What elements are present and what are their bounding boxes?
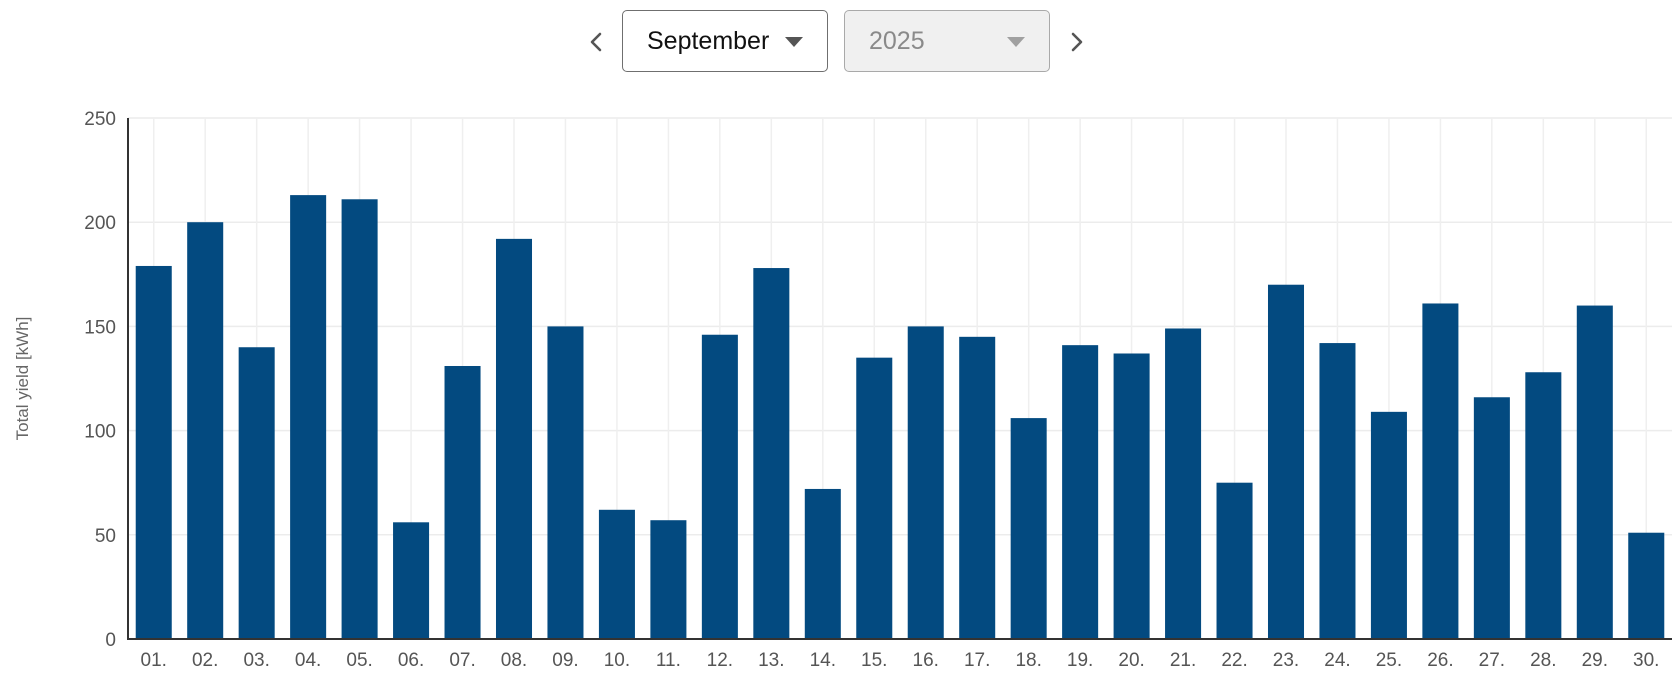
x-tick-label: 21. [1170, 650, 1196, 671]
x-tick-label: 06. [398, 650, 424, 671]
bar-day-23[interactable] [1267, 284, 1305, 639]
x-tick-label: 20. [1118, 650, 1144, 671]
bar-day-29[interactable] [1576, 305, 1613, 639]
y-tick-label: 250 [84, 109, 116, 130]
bar-day-15[interactable] [856, 357, 893, 639]
y-tick-label: 150 [84, 317, 116, 338]
bar-day-19[interactable] [1062, 345, 1099, 639]
x-tick-label: 04. [295, 650, 321, 671]
x-tick-label: 26. [1427, 650, 1453, 671]
x-tick-label: 10. [604, 650, 630, 671]
bar-day-11[interactable] [650, 520, 687, 639]
x-tick-label: 19. [1067, 650, 1093, 671]
month-select[interactable]: September [622, 10, 828, 72]
bar-day-13[interactable] [753, 268, 790, 639]
y-tick-label: 100 [84, 422, 116, 443]
bar-day-24[interactable] [1319, 343, 1356, 639]
x-tick-label: 13. [758, 650, 784, 671]
year-select: 2025 [844, 10, 1050, 72]
x-tick-label: 02. [192, 650, 218, 671]
chevron-down-icon [1007, 37, 1025, 47]
bar-day-17[interactable] [959, 336, 996, 639]
bar-day-03[interactable] [238, 347, 275, 639]
bar-day-02[interactable] [187, 222, 224, 639]
bar-day-21[interactable] [1165, 328, 1202, 639]
x-tick-label: 12. [707, 650, 733, 671]
x-tick-label: 16. [913, 650, 939, 671]
bar-day-18[interactable] [1010, 418, 1047, 639]
x-tick-label: 08. [501, 650, 527, 671]
bar-day-22[interactable] [1216, 482, 1253, 639]
x-tick-label: 15. [861, 650, 887, 671]
bar-day-27[interactable] [1473, 397, 1510, 639]
y-tick-label: 0 [105, 630, 116, 651]
x-tick-label: 28. [1530, 650, 1556, 671]
y-tick-label: 200 [84, 213, 116, 234]
y-axis-label: Total yield [kWh] [13, 317, 32, 441]
x-tick-label: 11. [656, 650, 681, 671]
x-tick-label: 07. [449, 650, 475, 671]
x-tick-label: 25. [1376, 650, 1402, 671]
x-tick-label: 14. [810, 650, 836, 671]
prev-month-button[interactable] [582, 22, 610, 62]
x-tick-label: 23. [1273, 650, 1299, 671]
next-month-button[interactable] [1063, 22, 1091, 62]
x-tick-label: 29. [1582, 650, 1608, 671]
bar-day-08[interactable] [495, 238, 533, 639]
x-tick-label: 03. [243, 650, 269, 671]
x-tick-label: 09. [552, 650, 578, 671]
chevron-down-icon [785, 37, 803, 47]
x-tick-label: 27. [1479, 650, 1505, 671]
bar-day-07[interactable] [444, 365, 481, 639]
bar-day-09[interactable] [547, 326, 584, 639]
chevron-right-icon [1071, 32, 1083, 52]
x-tick-label: 24. [1324, 650, 1350, 671]
bar-day-20[interactable] [1113, 353, 1150, 639]
bar-day-05[interactable] [341, 199, 378, 639]
bar-day-28[interactable] [1525, 372, 1562, 639]
x-tick-label: 30. [1633, 650, 1659, 671]
x-tick-label: 05. [346, 650, 372, 671]
bar-day-04[interactable] [290, 195, 327, 639]
x-tick-label: 17. [964, 650, 990, 671]
x-tick-label: 22. [1221, 650, 1247, 671]
bar-day-25[interactable] [1370, 411, 1407, 639]
year-select-value: 2025 [869, 26, 925, 55]
x-tick-label: 18. [1015, 650, 1041, 671]
bar-day-06[interactable] [393, 522, 430, 639]
bar-day-26[interactable] [1422, 303, 1459, 639]
bar-day-16[interactable] [907, 326, 944, 639]
bar-day-30[interactable] [1628, 532, 1665, 639]
y-tick-label: 50 [95, 526, 116, 547]
bar-day-10[interactable] [598, 509, 635, 639]
bar-day-01[interactable] [135, 265, 172, 639]
month-select-value: September [647, 26, 770, 55]
bar-day-12[interactable] [701, 334, 738, 639]
bar-day-14[interactable] [804, 488, 841, 639]
x-tick-label: 01. [141, 650, 167, 671]
chevron-left-icon [590, 32, 602, 52]
